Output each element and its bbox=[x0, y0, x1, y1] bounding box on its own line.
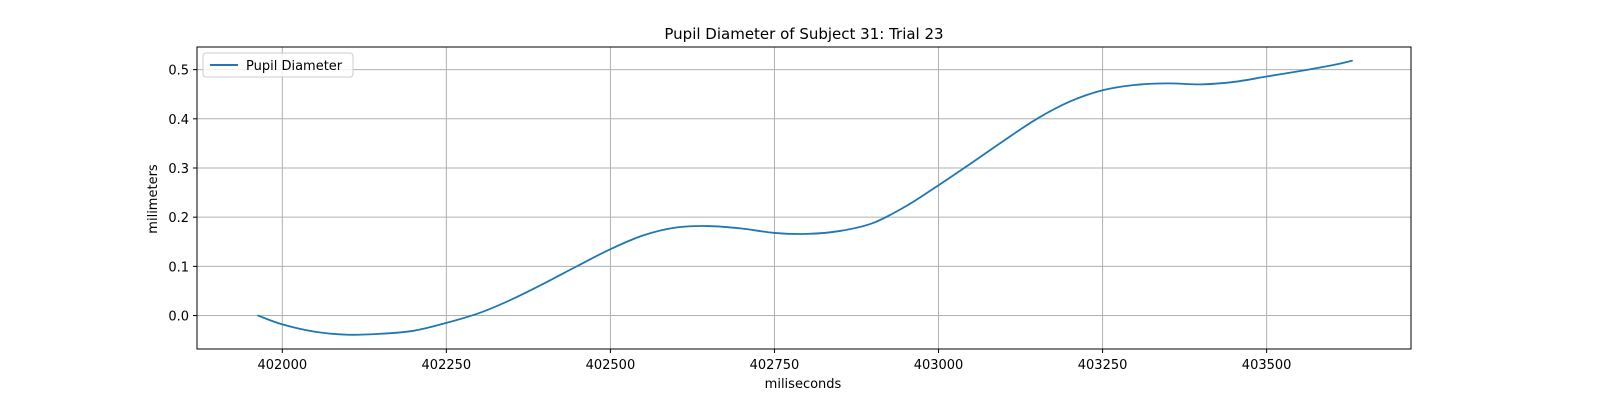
y-tick-label: 0.5 bbox=[168, 64, 189, 79]
y-tick-label: 0.3 bbox=[168, 162, 189, 177]
x-tick-label: 403000 bbox=[914, 358, 964, 373]
x-tick-label: 403250 bbox=[1078, 358, 1128, 373]
legend-box bbox=[202, 52, 354, 78]
x-tick-label: 402000 bbox=[257, 358, 307, 373]
series-layer bbox=[257, 59, 1353, 336]
x-axis-label: miliseconds bbox=[765, 377, 842, 392]
x-tick-label: 402500 bbox=[586, 358, 636, 373]
plot-frame bbox=[196, 46, 1412, 350]
ticks-layer: 402000 402250 402500 402750 403000 403250 4035… bbox=[168, 64, 1291, 373]
y-tick-label: 0.0 bbox=[168, 310, 189, 325]
x-tick-label: 403500 bbox=[1242, 358, 1292, 373]
legend: Pupil Diameter bbox=[202, 52, 354, 78]
y-tick-label: 0.1 bbox=[168, 260, 189, 275]
y-tick-label: 0.2 bbox=[168, 211, 189, 226]
grid-layer bbox=[197, 47, 1411, 349]
x-tick-label: 402750 bbox=[750, 358, 800, 373]
x-tick-label: 402250 bbox=[422, 358, 472, 373]
y-axis-label: milimeters bbox=[146, 164, 161, 234]
series-line-pupil-diameter bbox=[257, 59, 1353, 336]
legend-label: Pupil Diameter bbox=[246, 59, 343, 74]
y-tick-label: 0.4 bbox=[168, 113, 189, 128]
chart-title: Pupil Diameter of Subject 31: Trial 23 bbox=[664, 25, 943, 43]
